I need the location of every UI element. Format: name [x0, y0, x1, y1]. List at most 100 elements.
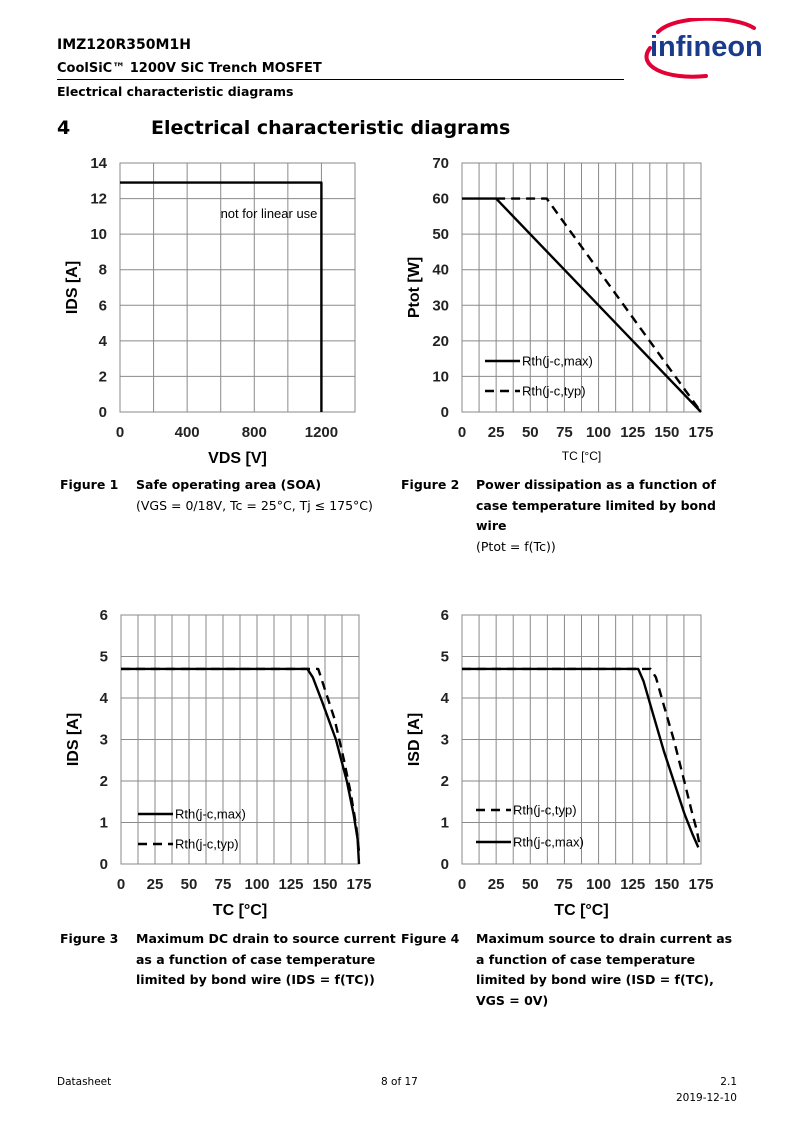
chart-annotation: not for linear use: [221, 206, 318, 221]
y-axis-label: IDS [A]: [65, 713, 82, 766]
figure-title-text: Safe operating area (SOA): [136, 477, 322, 492]
figure-title-text: Maximum DC drain to source current as a …: [136, 931, 396, 987]
y-tick-label: 0: [441, 404, 449, 421]
figure-subtitle: (Ptot = f(Tc)): [476, 538, 556, 554]
x-tick-label: 25: [147, 876, 164, 893]
y-tick-label: 0: [100, 856, 108, 873]
x-tick-label: 0: [116, 424, 124, 441]
x-tick-label: 0: [458, 424, 466, 441]
figure-title: Maximum source to drain current as a fun…: [476, 929, 736, 1011]
figure-title: Maximum DC drain to source current as a …: [136, 929, 396, 991]
x-tick-label: 125: [620, 876, 645, 893]
y-tick-label: 4: [100, 690, 109, 707]
figure-label: Figure 2: [401, 477, 460, 492]
figure-title: Power dissipation as a function of case …: [476, 475, 736, 557]
x-tick-label: 50: [522, 876, 539, 893]
x-axis-label: TC [°C]: [213, 902, 267, 919]
y-tick-label: 6: [99, 297, 107, 314]
y-tick-label: 4: [99, 333, 108, 350]
chart-drain-source-current: 0 1 2 3 4 5 6 0 25 50 75 100 125 150 175 TC [°C] IDS [A]…: [65, 607, 372, 919]
figure-subtitle: (VGS = 0/18V, Tc = 25°C, Tj ≤ 175°C): [136, 497, 373, 513]
x-tick-label: 75: [215, 876, 232, 893]
x-tick-label: 50: [181, 876, 198, 893]
y-tick-label: 10: [90, 226, 107, 243]
x-tick-label: 100: [244, 876, 269, 893]
y-tick-label: 3: [100, 732, 108, 749]
x-axis-label: TC [°C]: [562, 449, 601, 463]
x-tick-label: 0: [458, 876, 466, 893]
figure-label: Figure 4: [401, 931, 460, 946]
section-label: Electrical characteristic diagrams: [57, 84, 294, 99]
y-tick-label: 20: [432, 333, 449, 350]
y-tick-label: 6: [100, 607, 108, 624]
y-tick-label: 70: [432, 155, 449, 172]
y-tick-label: 6: [441, 607, 449, 624]
x-tick-label: 75: [556, 876, 573, 893]
part-number: IMZ120R350M1H: [57, 37, 191, 53]
figure-label: Figure 1: [60, 477, 119, 492]
x-axis-label: VDS [V]: [208, 450, 267, 467]
figure-title-text: Maximum source to drain current as a fun…: [476, 931, 733, 1008]
series-title: CoolSiC™ 1200V SiC Trench MOSFET: [57, 61, 322, 76]
figure-label: Figure 3: [60, 931, 119, 946]
x-tick-label: 800: [242, 424, 267, 441]
footer-doc-type: Datasheet: [57, 1076, 112, 1088]
x-tick-label: 150: [654, 424, 679, 441]
legend-label: Rth(j-c,max): [513, 835, 584, 850]
x-tick-label: 75: [556, 424, 573, 441]
legend-label: Rth(j-c,max): [522, 354, 593, 369]
x-tick-label: 175: [688, 876, 713, 893]
series-line-2: [121, 667, 361, 852]
chart-soa: 0 2 4 6 8 10 12 14 0 400 800 1200 VDS [V] IDS [A] not …: [64, 155, 356, 467]
figure-title-text: Power dissipation as a function of case …: [476, 477, 716, 533]
x-tick-label: 25: [488, 876, 505, 893]
footer-page: 8 of 17: [381, 1076, 418, 1088]
y-tick-label: 5: [100, 649, 108, 666]
y-tick-label: 3: [441, 732, 449, 749]
legend-label: Rth(j-c,max): [175, 807, 246, 822]
x-tick-label: 150: [654, 876, 679, 893]
y-tick-label: 0: [441, 856, 449, 873]
y-tick-label: 10: [432, 368, 449, 385]
x-tick-label: 100: [586, 424, 611, 441]
legend-label: Rth(j-c,typ): [513, 803, 577, 818]
section-number: 4: [57, 117, 71, 139]
y-tick-label: 1: [441, 815, 449, 832]
y-tick-label: 2: [99, 368, 107, 385]
y-tick-label: 60: [432, 191, 449, 208]
x-tick-label: 25: [488, 424, 505, 441]
series-line-2: [496, 197, 702, 413]
x-tick-label: 125: [278, 876, 303, 893]
y-tick-label: 0: [99, 404, 107, 421]
x-tick-label: 50: [522, 424, 539, 441]
x-tick-label: 1200: [305, 424, 338, 441]
y-tick-label: 8: [99, 262, 107, 279]
y-tick-label: 4: [441, 690, 450, 707]
x-tick-label: 175: [346, 876, 371, 893]
series-line-1: [462, 667, 701, 846]
header-rule: [57, 79, 624, 80]
svg-text:infineon: infineon: [650, 31, 763, 63]
x-tick-label: 100: [586, 876, 611, 893]
y-tick-label: 40: [432, 262, 449, 279]
plot-area: [119, 162, 356, 413]
y-tick-label: 2: [441, 773, 449, 790]
infineon-logo: infineon: [644, 18, 763, 79]
x-tick-label: 175: [688, 424, 713, 441]
y-axis-label: ISD [A]: [406, 713, 423, 766]
x-axis-label: TC [°C]: [554, 902, 608, 919]
x-tick-label: 150: [312, 876, 337, 893]
x-tick-label: 125: [620, 424, 645, 441]
x-tick-label: 0: [117, 876, 125, 893]
y-tick-label: 5: [441, 649, 449, 666]
legend-label: Rth(j-c,typ): [175, 837, 239, 852]
footer-date: 2019-12-10: [675, 1092, 737, 1104]
section-title: Electrical characteristic diagrams: [151, 117, 511, 139]
chart-source-drain-current: 0 1 2 3 4 5 6 0 25 50 75 100 125 150 175 TC [°C] ISD [A]…: [406, 607, 714, 919]
x-tick-label: 400: [175, 424, 200, 441]
footer-version: 2.1: [720, 1076, 737, 1088]
series-line-2: [462, 667, 700, 848]
y-tick-label: 2: [100, 773, 108, 790]
y-tick-label: 1: [100, 815, 108, 832]
y-tick-label: 50: [432, 226, 449, 243]
